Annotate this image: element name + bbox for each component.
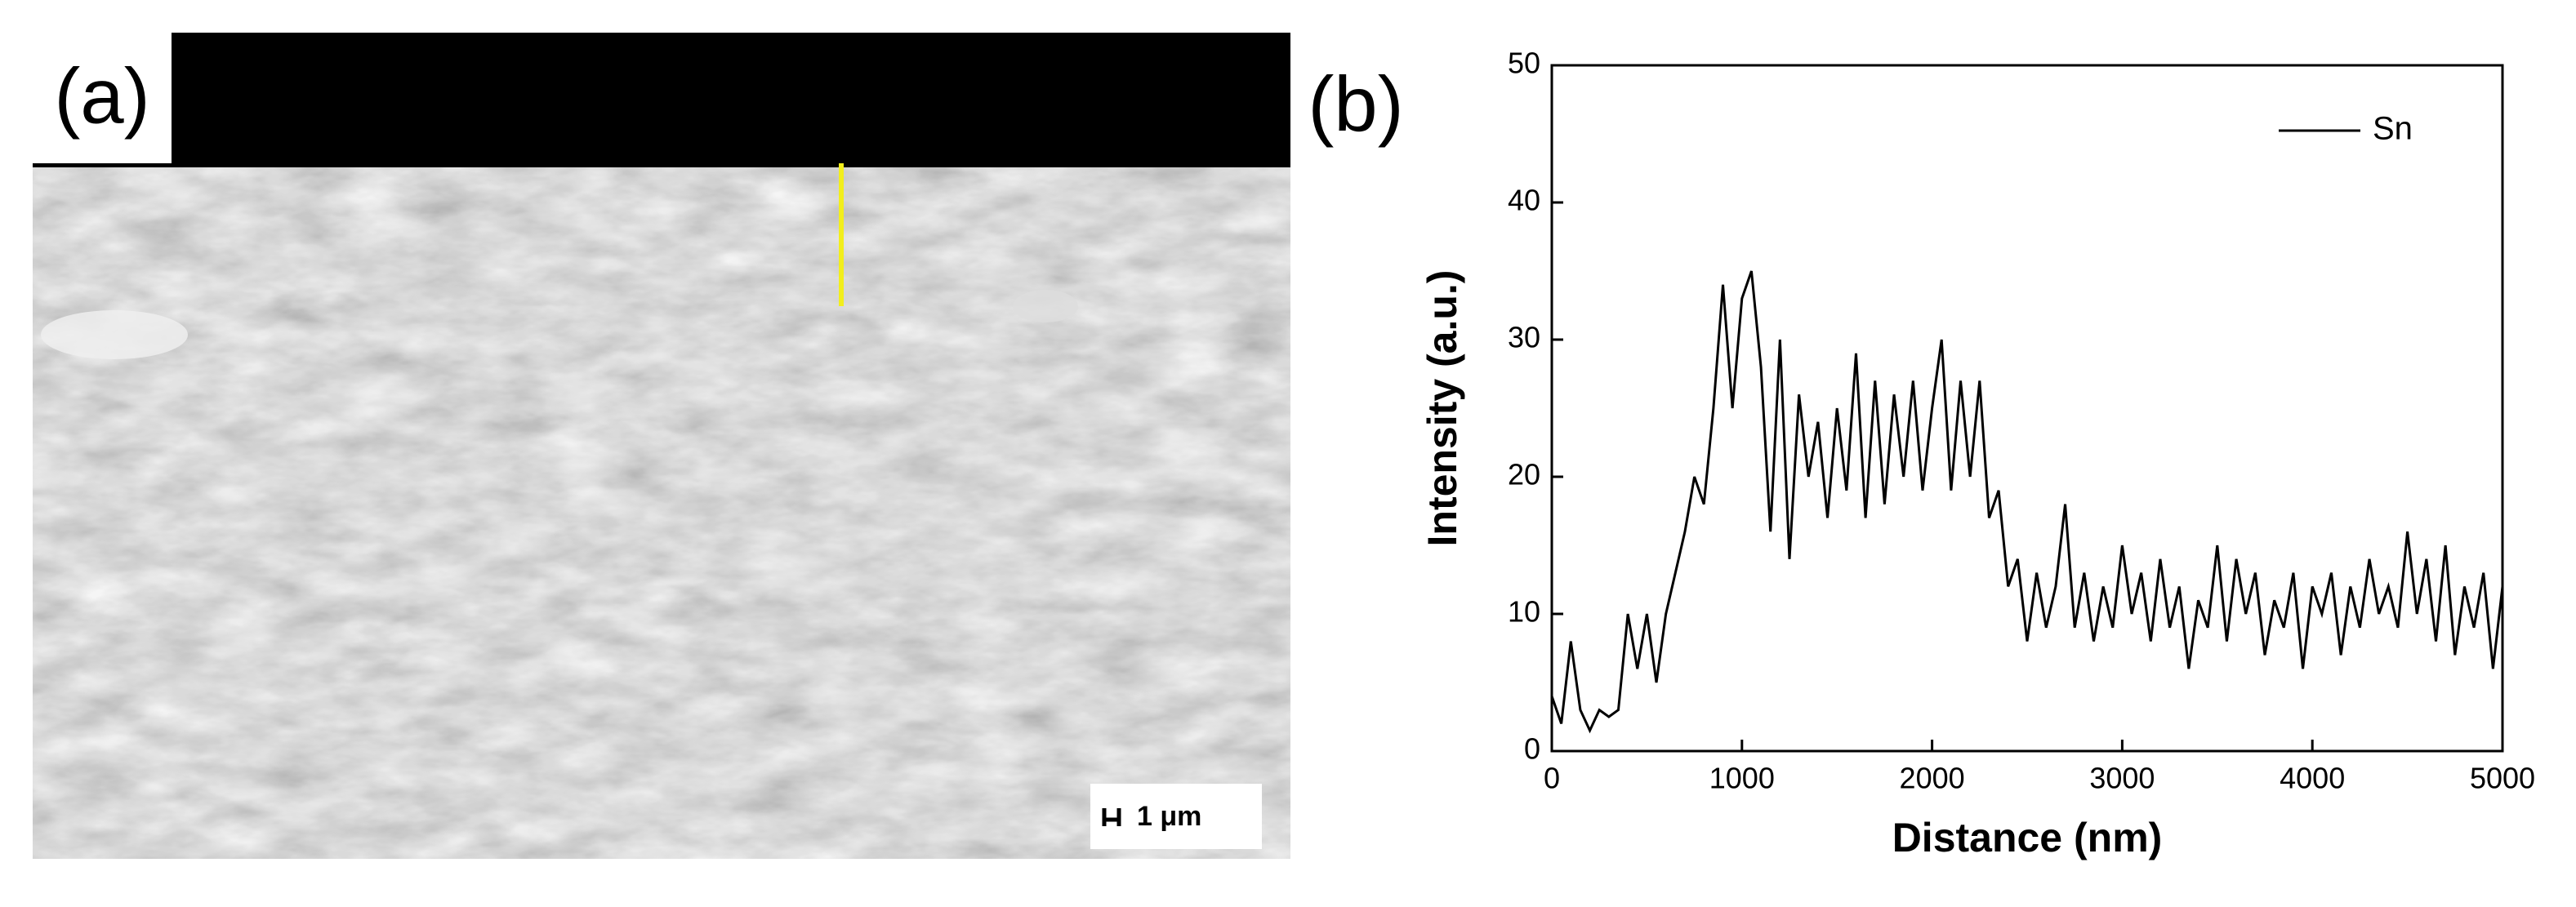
plot-frame bbox=[1550, 64, 2504, 753]
x-tick-label: 1000 bbox=[1709, 762, 1775, 795]
sem-background bbox=[33, 33, 1290, 167]
panel-label: (a) bbox=[54, 52, 149, 140]
legend-label: Sn bbox=[2373, 111, 2413, 147]
scale-bar-label: 1 μm bbox=[1137, 801, 1201, 832]
panel-label-box bbox=[33, 33, 172, 163]
sem-texture bbox=[33, 33, 1290, 859]
y-tick-label: 30 bbox=[1508, 321, 1540, 354]
y-axis-label: Intensity (a.u.) bbox=[1419, 270, 1465, 547]
y-tick-label: 40 bbox=[1508, 184, 1540, 217]
sem-panel: (a) 1 μm bbox=[33, 33, 1290, 859]
data-line bbox=[1550, 270, 2504, 734]
y-tick-label: 20 bbox=[1508, 458, 1540, 491]
x-tick-label: 0 bbox=[1544, 762, 1560, 795]
y-tick-label: 10 bbox=[1508, 595, 1540, 629]
y-tick-label: 50 bbox=[1508, 47, 1540, 80]
sem-feature bbox=[41, 310, 188, 359]
x-tick-label: 2000 bbox=[1900, 762, 1965, 795]
panel-label: (b) bbox=[1308, 60, 1403, 148]
x-tick-label: 3000 bbox=[2089, 762, 2155, 795]
sem-feature bbox=[1013, 290, 1078, 322]
x-tick-label: 4000 bbox=[2280, 762, 2345, 795]
scale-bar bbox=[1102, 808, 1121, 826]
x-tick-label: 5000 bbox=[2470, 762, 2535, 795]
y-tick-label: 0 bbox=[1524, 732, 1540, 766]
x-axis-label: Distance (nm) bbox=[1892, 815, 2163, 860]
